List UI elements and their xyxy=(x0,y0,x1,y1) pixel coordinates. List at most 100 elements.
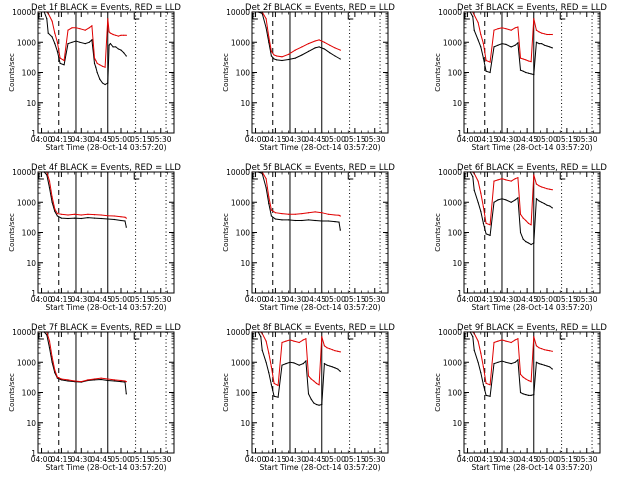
y-axis-label: Counts/sec xyxy=(222,53,230,92)
y-tick-label: 1000 xyxy=(17,38,36,47)
x-axis-label: Start Time (28-Oct-14 03:57:20) xyxy=(471,463,592,472)
data-point-events xyxy=(288,58,290,61)
data-point-lld xyxy=(276,55,278,57)
data-point-events xyxy=(541,363,543,365)
data-point-events xyxy=(93,217,96,219)
data-point-events xyxy=(307,50,310,53)
data-point-events xyxy=(497,361,499,363)
data-point-events xyxy=(281,219,283,221)
data-point-lld xyxy=(125,217,127,219)
data-point-events xyxy=(334,55,336,57)
data-point-events xyxy=(543,203,546,205)
data-point-lld xyxy=(294,213,296,215)
data-point-events xyxy=(519,391,522,394)
data-point-events xyxy=(285,363,287,365)
x-tick-label: 04:00 xyxy=(31,455,53,464)
x-tick-label: 04:15 xyxy=(477,295,499,304)
series-line-lld xyxy=(38,171,127,219)
data-point-lld xyxy=(522,58,524,60)
data-point-lld xyxy=(493,341,495,344)
data-point-events xyxy=(482,222,484,224)
series-line-events xyxy=(252,171,341,231)
x-axis-label: Start Time (28-Oct-14 03:57:20) xyxy=(259,303,380,312)
data-point-events xyxy=(56,50,59,53)
series-line-events xyxy=(252,331,341,406)
data-point-lld xyxy=(497,28,499,30)
x-axis-label: Start Time (28-Oct-14 03:57:20) xyxy=(259,463,380,472)
data-point-events xyxy=(489,71,491,74)
data-point-lld xyxy=(338,214,340,216)
x-tick-label: 04:30 xyxy=(284,295,306,304)
data-point-events xyxy=(525,394,527,396)
plot-panel-8: Det 8f BLACK = Events, RED = LLD 1 10 100 10… xyxy=(222,323,395,472)
data-point-lld xyxy=(120,34,122,36)
data-point-events xyxy=(60,217,63,219)
data-point-lld xyxy=(541,32,543,34)
data-point-lld xyxy=(339,215,341,217)
data-point-events xyxy=(51,361,53,363)
data-point-lld xyxy=(54,32,56,34)
data-point-lld xyxy=(107,215,109,217)
data-point-lld xyxy=(538,185,540,187)
data-point-events xyxy=(549,46,551,48)
data-point-events xyxy=(482,57,484,59)
data-point-events xyxy=(477,361,479,363)
x-tick-label: 05:30 xyxy=(150,135,172,144)
data-point-events xyxy=(96,71,98,74)
x-axis-label: Start Time (28-Oct-14 03:57:20) xyxy=(45,303,166,312)
y-tick-label: 10000 xyxy=(226,8,250,17)
data-point-lld xyxy=(48,340,51,342)
x-tick-label: 05:30 xyxy=(576,135,598,144)
data-point-lld xyxy=(281,213,283,215)
data-point-lld xyxy=(273,382,275,384)
data-point-lld xyxy=(51,356,53,358)
data-point-events xyxy=(505,43,507,46)
y-tick-label: 10 xyxy=(452,419,462,428)
data-point-lld xyxy=(281,341,283,344)
data-point-lld xyxy=(270,366,272,368)
data-point-lld xyxy=(84,29,86,31)
data-point-lld xyxy=(54,369,56,371)
data-point-events xyxy=(321,220,323,222)
data-point-events xyxy=(125,226,127,228)
data-point-events xyxy=(59,62,61,64)
data-point-lld xyxy=(107,378,109,380)
x-tick-label: 04:00 xyxy=(457,135,479,144)
data-point-events xyxy=(549,366,551,368)
y-tick-label: 100 xyxy=(236,69,251,78)
data-point-lld xyxy=(67,29,69,31)
data-point-events xyxy=(527,72,530,74)
data-point-events xyxy=(505,361,507,363)
data-point-events xyxy=(46,18,48,20)
data-point-lld xyxy=(489,384,491,386)
data-point-lld xyxy=(124,216,126,218)
series-line-lld xyxy=(464,331,553,386)
x-tick-label: 05:15 xyxy=(556,455,578,464)
data-point-lld xyxy=(510,180,512,182)
y-tick-label: 100 xyxy=(236,229,251,238)
data-point-lld xyxy=(101,65,104,67)
data-point-events xyxy=(54,43,56,45)
x-tick-label: 05:00 xyxy=(536,295,558,304)
data-point-lld xyxy=(120,379,122,382)
data-point-events xyxy=(517,359,519,361)
data-point-lld xyxy=(321,336,323,338)
y-axis-label: Counts/sec xyxy=(222,373,230,412)
data-point-events xyxy=(288,219,290,221)
data-point-lld xyxy=(75,27,77,29)
x-tick-label: 04:30 xyxy=(496,135,518,144)
data-point-events xyxy=(485,233,487,235)
plot-title: Det 4f BLACK = Events, RED = LLD xyxy=(31,163,181,173)
data-point-events xyxy=(501,43,503,45)
y-axis-label: Counts/sec xyxy=(8,53,16,92)
x-tick-label: 04:45 xyxy=(516,135,538,144)
y-tick-label: 10 xyxy=(240,259,250,268)
y-tick-label: 10000 xyxy=(438,8,462,17)
data-point-lld xyxy=(535,183,538,185)
corner-mark xyxy=(347,173,354,180)
data-point-events xyxy=(74,217,76,219)
series-line-lld xyxy=(252,331,341,387)
data-point-events xyxy=(104,83,106,86)
data-point-events xyxy=(318,46,320,48)
data-point-events xyxy=(546,204,548,206)
